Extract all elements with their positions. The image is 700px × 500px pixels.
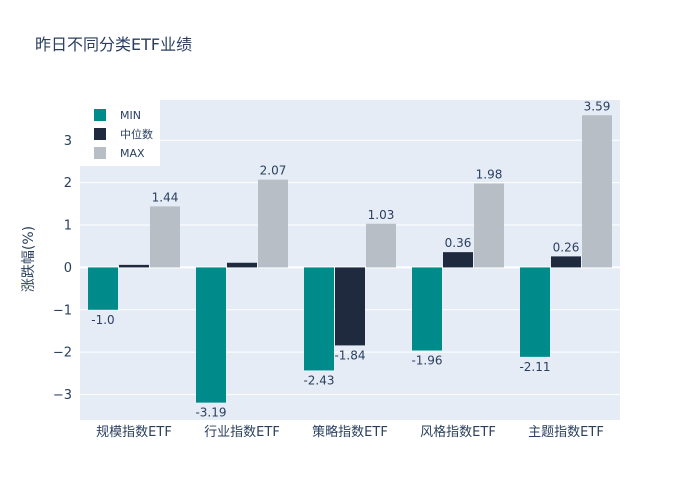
legend-background (80, 100, 160, 166)
data-label: -3.19 (195, 406, 226, 420)
bar-MIN-策略指数ETF[interactable] (304, 267, 334, 371)
y-tick-label: 1 (64, 219, 72, 234)
data-label: 0.36 (445, 236, 472, 250)
legend-swatch[interactable] (94, 109, 106, 121)
data-label: 1.98 (476, 167, 503, 181)
legend-swatch[interactable] (94, 147, 106, 159)
data-label: -2.43 (303, 373, 334, 387)
y-tick-label: 0 (64, 261, 72, 276)
bar-中位数-主题指数ETF[interactable] (551, 256, 581, 268)
x-tick-label: 风格指数ETF (420, 424, 496, 440)
bar-MIN-主题指数ETF[interactable] (520, 267, 550, 357)
y-tick-label: −2 (53, 346, 72, 361)
data-label: 2.07 (260, 164, 287, 178)
data-label: 1.44 (152, 190, 179, 204)
x-tick-label: 规模指数ETF (96, 425, 172, 440)
bar-中位数-规模指数ETF[interactable] (119, 264, 149, 268)
chart-title: 昨日不同分类ETF业绩 (35, 35, 192, 54)
y-tick-label: 3 (64, 134, 72, 149)
x-tick-label: 策略指数ETF (312, 424, 388, 440)
data-label: -1.84 (334, 348, 365, 362)
y-tick-label: 2 (64, 176, 72, 191)
data-label: 3.59 (584, 99, 611, 113)
x-tick-label: 行业指数ETF (204, 425, 280, 440)
bar-MAX-策略指数ETF[interactable] (366, 223, 396, 268)
bar-MIN-规模指数ETF[interactable] (88, 267, 118, 310)
bar-MIN-行业指数ETF[interactable] (196, 267, 226, 403)
plot-area: −3 −2 −1 0 1 2 3 -1.0 1.44 规模指数ETF -3.19 2.07 行业指数ET… (53, 99, 620, 440)
y-tick-label: −1 (53, 303, 72, 318)
x-tick-label: 主题指数ETF (528, 425, 604, 440)
y-axis-label: 涨跌幅(%) (21, 226, 37, 292)
legend-label[interactable]: MIN (120, 109, 141, 122)
bar-MAX-主题指数ETF[interactable] (582, 115, 612, 268)
data-label: -1.0 (91, 313, 114, 327)
data-label: -1.96 (411, 353, 442, 367)
data-label: -2.11 (519, 360, 550, 374)
bar-MAX-规模指数ETF[interactable] (150, 206, 180, 268)
bar-MIN-风格指数ETF[interactable] (412, 267, 442, 351)
legend[interactable]: MIN 中位数 MAX (80, 100, 160, 166)
legend-swatch[interactable] (94, 128, 106, 140)
bar-中位数-风格指数ETF[interactable] (443, 252, 473, 268)
bar-MAX-风格指数ETF[interactable] (474, 183, 504, 268)
data-label: 0.26 (553, 240, 580, 254)
legend-label[interactable]: MAX (120, 147, 145, 160)
y-tick-label: −3 (53, 388, 72, 403)
legend-label[interactable]: 中位数 (120, 127, 153, 141)
bar-中位数-行业指数ETF[interactable] (227, 262, 257, 268)
bar-中位数-策略指数ETF[interactable] (335, 267, 365, 346)
bar-MAX-行业指数ETF[interactable] (258, 179, 288, 268)
data-label: 1.03 (368, 208, 395, 222)
